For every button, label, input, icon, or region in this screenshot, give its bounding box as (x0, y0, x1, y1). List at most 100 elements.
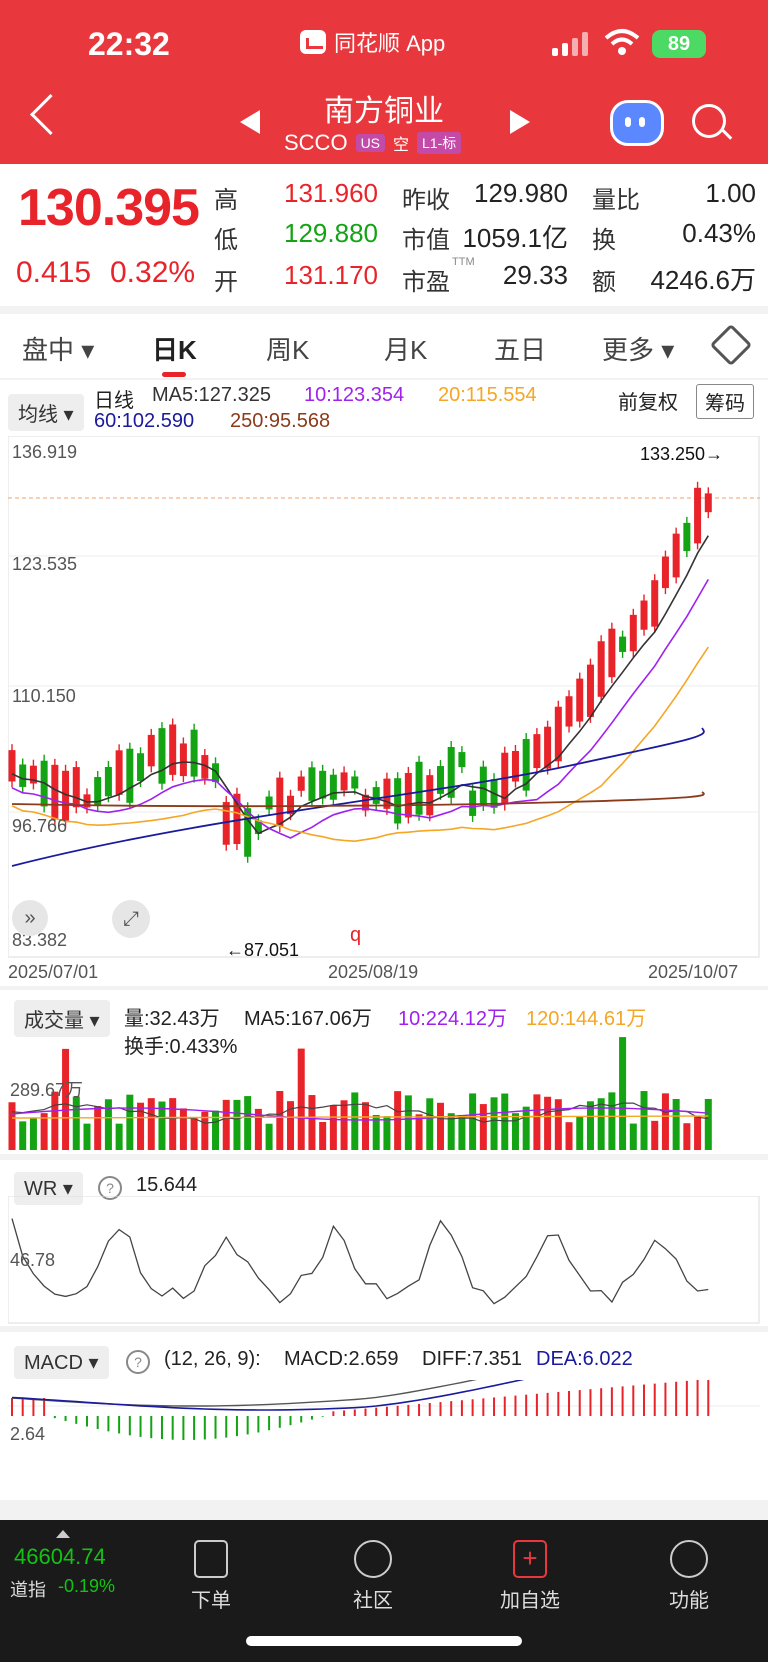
y-label-3: 110.150 (12, 686, 76, 706)
candle-body (233, 793, 241, 844)
candle-body (479, 766, 487, 806)
candle-body (201, 755, 209, 779)
candle-body (158, 728, 166, 784)
volume-bar (190, 1117, 198, 1150)
tab-five-day[interactable]: 五日 (494, 335, 547, 365)
candle-body (244, 808, 252, 857)
macd-selector[interactable]: MACD ▾ (14, 1346, 109, 1379)
volume-bar (29, 1118, 37, 1150)
candle-body (426, 775, 434, 816)
kline-chart[interactable] (8, 436, 760, 958)
macd-dea: DEA:6.022 (536, 1348, 633, 1370)
y-label-top: 136.919 (12, 442, 78, 462)
add-icon: + (513, 1540, 547, 1578)
home-indicator (246, 1636, 522, 1646)
volume-bar (501, 1093, 509, 1150)
volume-bar (415, 1114, 423, 1150)
tab-monthly-k[interactable]: 月K (384, 335, 428, 365)
candle-body (362, 794, 369, 811)
candle-body (137, 753, 145, 782)
volume-bar (436, 1102, 444, 1150)
candle-body (319, 770, 327, 799)
wr-chart[interactable] (8, 1196, 760, 1324)
volume-selector[interactable]: 成交量 ▾ (14, 1000, 110, 1037)
candle-body (469, 790, 477, 816)
volume-bar (651, 1120, 659, 1150)
short-badge: 空 (393, 137, 410, 154)
index-name: 道指 (10, 1580, 46, 1600)
turnover-rate: 换手:0.433% (124, 1036, 238, 1058)
volume-bar (661, 1093, 669, 1150)
volume-bar (576, 1116, 584, 1150)
volume-bar (104, 1099, 112, 1150)
wr-selector[interactable]: WR ▾ (14, 1172, 83, 1205)
label-amount: 额 (592, 269, 616, 296)
volume-bar (597, 1098, 605, 1150)
chips-button[interactable]: 筹码 (696, 384, 754, 419)
macd-chart[interactable] (8, 1380, 760, 1496)
tab-daily-k[interactable]: 日K (152, 335, 197, 365)
event-marker[interactable]: q (350, 924, 362, 946)
wr-panel (0, 1160, 768, 1326)
functions-button[interactable]: 功能 (664, 1540, 714, 1613)
candle-body (276, 777, 284, 827)
label-market-cap: 市值 (402, 227, 450, 254)
volume-bar (511, 1113, 519, 1150)
volume-bar (458, 1114, 466, 1150)
candle-body (94, 777, 102, 805)
volume-bar (62, 1048, 70, 1150)
expand-up-icon[interactable] (56, 1530, 70, 1538)
order-button[interactable]: 下单 (186, 1540, 236, 1613)
community-button[interactable]: 社区 (348, 1540, 398, 1613)
adjust-toggle[interactable]: 前复权 (618, 392, 678, 414)
battery-icon: 89 (652, 30, 706, 58)
volume-bar (404, 1095, 412, 1150)
candle-body (222, 802, 230, 845)
y-label-4: 96.766 (12, 816, 68, 836)
tab-more-label: 更多 (602, 335, 655, 365)
index-value[interactable]: 46604.74 (14, 1544, 106, 1569)
dea-line (11, 1380, 525, 1411)
expand-left-icon[interactable]: » (12, 900, 48, 936)
diff-line (11, 1380, 478, 1407)
candle-body (104, 766, 112, 797)
ma-selector[interactable]: 均线 ▾ (8, 394, 84, 431)
candle-body (672, 533, 680, 578)
candle-body (608, 628, 616, 678)
fullscreen-icon[interactable]: ⤢ (112, 900, 150, 938)
vol-ma120-line (12, 1115, 709, 1119)
robot-assistant-icon[interactable] (610, 100, 664, 146)
wr-frame (8, 1196, 760, 1324)
x-label-start: 2025/07/01 (8, 962, 99, 982)
wr-help-icon[interactable]: ? (98, 1176, 122, 1200)
add-watchlist-button[interactable]: + 加自选 (500, 1540, 560, 1613)
volume-bar (147, 1098, 155, 1150)
candle-body (179, 743, 187, 777)
app-logo-icon (300, 30, 326, 54)
status-app: 同花顺 App (300, 26, 445, 58)
macd-help-icon[interactable]: ? (126, 1350, 150, 1374)
search-icon[interactable] (692, 104, 726, 138)
label-vol-ratio: 量比 (592, 187, 640, 214)
stock-sub: SCCO US 空 L1-标 (284, 130, 462, 156)
candle-body (576, 678, 584, 722)
period-tabs (0, 314, 768, 378)
volume-chart[interactable] (8, 1030, 760, 1152)
tab-weekly-k[interactable]: 周K (266, 335, 310, 365)
volume-bar (394, 1091, 402, 1150)
volume-bar (522, 1106, 530, 1150)
tab-more[interactable]: 更多 ▾ (602, 335, 675, 365)
volume-bar (372, 1114, 380, 1150)
candle-body (297, 776, 305, 791)
next-stock-icon[interactable] (510, 110, 530, 134)
candle-body (51, 764, 59, 820)
volume-bar (287, 1101, 295, 1150)
tab-intraday[interactable]: 盘中 ▾ (22, 335, 95, 365)
volume-bar (608, 1092, 616, 1150)
volume-bar (544, 1096, 552, 1150)
prev-stock-icon[interactable] (240, 110, 260, 134)
volume-bar (490, 1097, 498, 1150)
volume-bar (479, 1104, 487, 1150)
volume-bar (265, 1123, 273, 1150)
kline-panel (0, 380, 768, 986)
